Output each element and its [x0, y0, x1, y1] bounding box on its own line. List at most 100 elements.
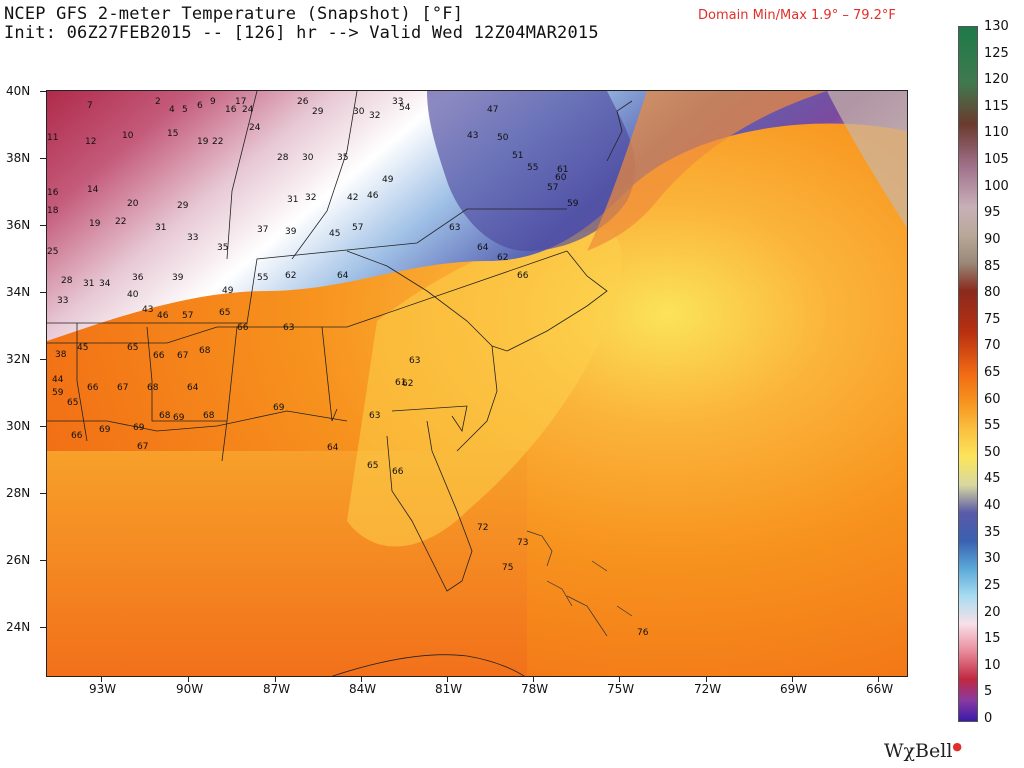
station-temp-label: 43	[467, 131, 478, 141]
station-temp-label: 59	[52, 388, 64, 398]
lat-tick	[40, 91, 46, 92]
station-temp-label: 19	[197, 137, 209, 147]
lat-label-40n: 40N	[6, 84, 31, 98]
station-temp-label: 16	[47, 188, 59, 198]
station-temp-label: 50	[497, 133, 509, 143]
station-temp-label: 47	[487, 105, 498, 115]
station-temp-label: 25	[47, 247, 58, 257]
station-temp-label: 29	[177, 201, 189, 211]
station-temp-label: 39	[172, 273, 184, 283]
station-temp-label: 18	[47, 206, 59, 216]
lon-label-72w: 72W	[694, 682, 722, 696]
colorbar-label: 85	[984, 258, 1001, 274]
station-temp-label: 66	[237, 323, 249, 333]
station-temp-label: 57	[352, 223, 363, 233]
station-temp-label: 32	[305, 193, 316, 203]
station-temp-label: 22	[212, 137, 223, 147]
colorbar-label: 100	[984, 178, 1009, 194]
station-temp-label: 69	[273, 403, 285, 413]
lon-tick	[447, 676, 448, 682]
lon-label-93w: 93W	[89, 682, 117, 696]
station-temp-label: 14	[87, 185, 99, 195]
station-temp-label: 24	[242, 105, 254, 115]
station-temp-label: 54	[399, 103, 411, 113]
lon-tick	[706, 676, 707, 682]
station-temp-label: 66	[153, 351, 165, 361]
station-temp-label: 11	[47, 133, 58, 143]
station-temp-label: 16	[225, 105, 237, 115]
lon-tick	[533, 676, 534, 682]
station-temp-label: 65	[219, 308, 230, 318]
station-temp-label: 65	[67, 398, 78, 408]
station-temp-label: 2	[155, 97, 161, 107]
station-temp-label: 68	[199, 346, 211, 356]
station-temp-label: 33	[57, 296, 68, 306]
lat-tick	[40, 292, 46, 293]
station-temp-label: 67	[117, 383, 128, 393]
lat-tick	[40, 560, 46, 561]
station-temp-label: 65	[367, 461, 378, 471]
colorbar-label: 45	[984, 471, 1001, 487]
station-temp-label: 33	[392, 97, 403, 107]
station-temp-label: 45	[329, 229, 340, 239]
lon-label-69w: 69W	[780, 682, 808, 696]
lat-tick	[40, 493, 46, 494]
station-temp-label: 30	[353, 107, 365, 117]
station-temp-label: 68	[203, 411, 215, 421]
station-temp-label: 15	[167, 129, 178, 139]
station-temp-label: 66	[87, 383, 99, 393]
colorbar-label: 30	[984, 551, 1001, 567]
station-temp-label: 46	[367, 191, 379, 201]
colorbar-label: 120	[984, 72, 1009, 88]
lat-label-38n: 38N	[6, 151, 31, 165]
station-temp-label: 62	[497, 253, 508, 263]
station-temp-label: 31	[83, 279, 94, 289]
station-temp-label: 31	[287, 195, 298, 205]
lat-label-26n: 26N	[6, 553, 31, 567]
station-temp-label: 55	[527, 163, 538, 173]
lon-tick	[792, 676, 793, 682]
lon-label-78w: 78W	[521, 682, 549, 696]
station-temp-label: 76	[637, 628, 649, 638]
station-temp-label: 24	[249, 123, 261, 133]
colorbar-label: 70	[984, 338, 1001, 354]
station-temp-label: 40	[127, 290, 139, 300]
lat-label-34n: 34N	[6, 285, 31, 299]
station-temp-label: 65	[127, 343, 138, 353]
station-temp-label: 32	[369, 111, 380, 121]
station-temp-label: 60	[555, 173, 567, 183]
colorbar-label: 55	[984, 418, 1001, 434]
temperature-map: 7 2 4 5 6 9 16 17 24 26 29 30 32 33 54 11 12 10 15 19 22 24 28…	[46, 90, 908, 677]
colorbar-label: 130	[984, 19, 1009, 34]
station-temp-label: 10	[122, 131, 134, 141]
station-temp-label: 5	[182, 105, 188, 115]
station-temp-label: 49	[222, 286, 234, 296]
lon-label-84w: 84W	[349, 682, 377, 696]
colorbar-label: 115	[984, 98, 1009, 114]
station-temp-label: 63	[409, 356, 420, 366]
station-temp-label: 59	[567, 199, 579, 209]
station-temp-label: 28	[61, 276, 73, 286]
station-temp-label: 39	[285, 227, 297, 237]
station-temp-label: 6	[197, 101, 203, 111]
lon-label-81w: 81W	[435, 682, 463, 696]
station-temp-label: 57	[182, 311, 193, 321]
station-temp-label: 72	[477, 523, 488, 533]
lat-tick	[40, 158, 46, 159]
station-temp-label: 46	[157, 311, 169, 321]
lat-label-36n: 36N	[6, 218, 31, 232]
station-temp-label: 57	[547, 183, 558, 193]
station-temp-label: 34	[99, 279, 111, 289]
station-temp-label: 30	[302, 153, 314, 163]
lon-tick	[275, 676, 276, 682]
station-temp-label: 66	[71, 431, 83, 441]
station-temp-label: 49	[382, 175, 394, 185]
station-temp-label: 20	[127, 199, 139, 209]
lon-tick	[101, 676, 102, 682]
station-temp-label: 69	[173, 413, 185, 423]
station-temp-label: 61	[395, 378, 406, 388]
station-temp-label: 63	[449, 223, 460, 233]
lon-label-66w: 66W	[866, 682, 894, 696]
lon-label-90w: 90W	[176, 682, 204, 696]
station-temp-label: 43	[142, 305, 153, 315]
